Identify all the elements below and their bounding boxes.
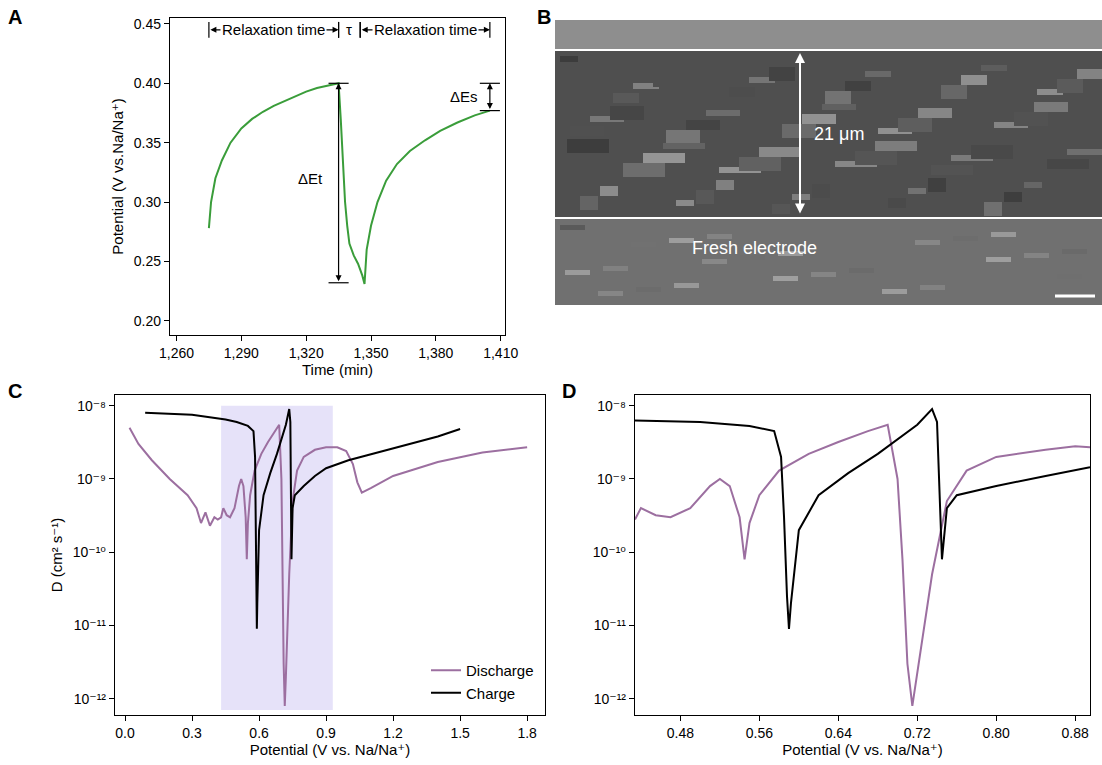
svg-text:0.80: 0.80 xyxy=(983,725,1010,741)
svg-text:1,350: 1,350 xyxy=(353,345,388,361)
svg-text:0.6: 0.6 xyxy=(249,725,269,741)
svg-text:10⁻¹¹: 10⁻¹¹ xyxy=(594,617,627,633)
svg-text:Time (min): Time (min) xyxy=(302,361,373,378)
svg-text:Relaxation time: Relaxation time xyxy=(222,21,325,38)
svg-text:0.25: 0.25 xyxy=(134,253,161,269)
svg-text:Relaxation time: Relaxation time xyxy=(374,21,477,38)
svg-text:10⁻¹²: 10⁻¹² xyxy=(74,691,107,707)
svg-text:Discharge: Discharge xyxy=(466,662,534,679)
svg-text:10⁻¹²: 10⁻¹² xyxy=(594,691,627,707)
svg-text:0.56: 0.56 xyxy=(746,725,773,741)
svg-text:Potential (V vs.Na/Na⁺): Potential (V vs.Na/Na⁺) xyxy=(109,98,126,254)
svg-text:0.9: 0.9 xyxy=(316,725,336,741)
svg-text:0.35: 0.35 xyxy=(134,135,161,151)
svg-text:0.3: 0.3 xyxy=(182,725,202,741)
svg-text:0.72: 0.72 xyxy=(904,725,931,741)
svg-text:ΔEs: ΔEs xyxy=(450,88,478,105)
svg-text:1,380: 1,380 xyxy=(418,345,453,361)
svg-text:0.64: 0.64 xyxy=(825,725,852,741)
svg-text:0.20: 0.20 xyxy=(134,313,161,329)
svg-text:0.30: 0.30 xyxy=(134,194,161,210)
svg-text:10⁻⁹: 10⁻⁹ xyxy=(597,471,626,487)
svg-text:C: C xyxy=(8,380,22,402)
svg-text:10⁻⁹: 10⁻⁹ xyxy=(77,471,106,487)
svg-text:1.2: 1.2 xyxy=(383,725,403,741)
svg-text:ΔEt: ΔEt xyxy=(298,170,323,187)
svg-text:1,410: 1,410 xyxy=(483,345,518,361)
svg-text:10⁻⁸: 10⁻⁸ xyxy=(77,398,106,414)
svg-text:10⁻⁸: 10⁻⁸ xyxy=(597,398,626,414)
svg-text:Potential (V vs. Na/Na⁺): Potential (V vs. Na/Na⁺) xyxy=(250,741,410,758)
svg-text:10⁻¹⁰: 10⁻¹⁰ xyxy=(73,544,107,560)
svg-text:0.0: 0.0 xyxy=(115,725,135,741)
svg-text:0.40: 0.40 xyxy=(134,75,161,91)
svg-text:A: A xyxy=(8,6,22,28)
svg-text:1,260: 1,260 xyxy=(159,345,194,361)
svg-text:0.88: 0.88 xyxy=(1062,725,1089,741)
svg-text:Potential (V vs. Na/Na⁺): Potential (V vs. Na/Na⁺) xyxy=(782,741,942,758)
svg-text:1,290: 1,290 xyxy=(224,345,259,361)
svg-text:1.8: 1.8 xyxy=(517,725,537,741)
svg-text:1.5: 1.5 xyxy=(450,725,470,741)
svg-text:Fresh electrode: Fresh electrode xyxy=(692,238,817,258)
svg-text:D (cm² s⁻¹): D (cm² s⁻¹) xyxy=(48,518,65,593)
svg-text:21 μm: 21 μm xyxy=(814,124,864,144)
svg-text:10⁻¹⁰: 10⁻¹⁰ xyxy=(593,544,627,560)
svg-text:10⁻¹¹: 10⁻¹¹ xyxy=(74,617,107,633)
svg-text:0.48: 0.48 xyxy=(667,725,694,741)
svg-text:Charge: Charge xyxy=(466,685,515,702)
svg-text:τ: τ xyxy=(346,21,352,38)
svg-text:0.45: 0.45 xyxy=(134,16,161,32)
svg-text:1,320: 1,320 xyxy=(289,345,324,361)
svg-text:D: D xyxy=(562,380,576,402)
svg-text:B: B xyxy=(537,6,551,28)
